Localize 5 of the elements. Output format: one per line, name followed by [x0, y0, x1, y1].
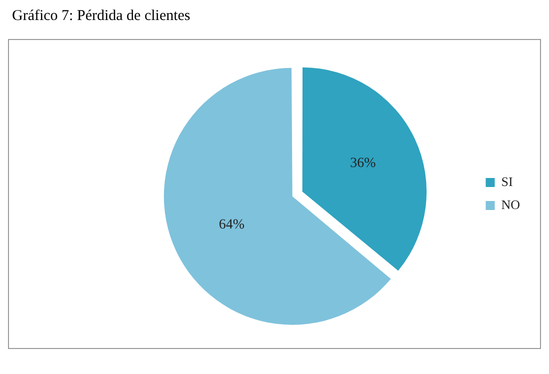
- legend-label: NO: [501, 196, 520, 212]
- chart-title: Gráfico 7: Pérdida de clientes: [12, 8, 192, 25]
- data-label: 64%: [218, 218, 245, 233]
- legend-label: SI: [501, 174, 513, 189]
- data-label: 36%: [350, 156, 376, 171]
